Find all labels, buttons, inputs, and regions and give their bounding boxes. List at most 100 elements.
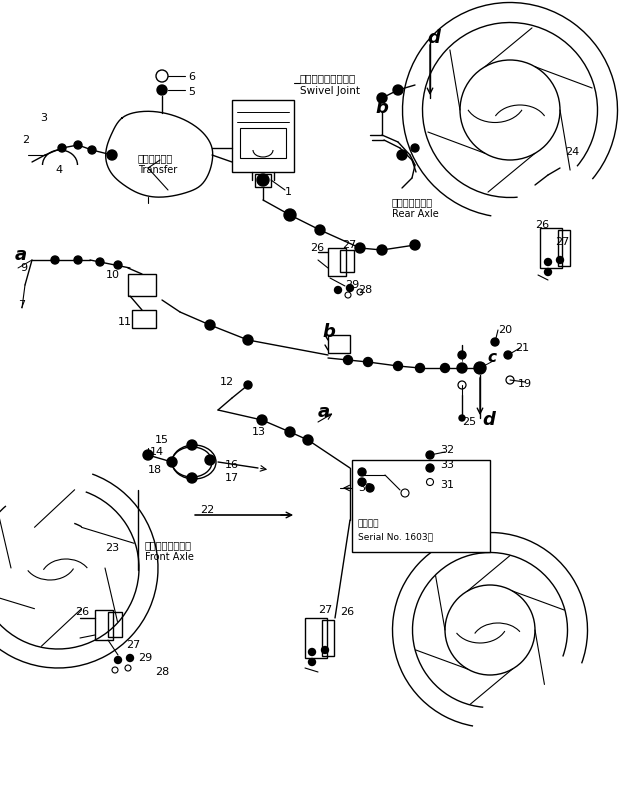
Bar [95, 610, 113, 640]
Bar [352, 460, 490, 552]
Text: 23: 23 [105, 543, 119, 553]
Text: 9: 9 [20, 263, 27, 273]
Text: b: b [322, 323, 335, 341]
Text: 適用番号: 適用番号 [358, 519, 379, 528]
Text: 1: 1 [285, 187, 292, 197]
Circle shape [426, 451, 434, 459]
Circle shape [303, 435, 313, 445]
Circle shape [397, 150, 407, 160]
Text: 31: 31 [440, 480, 454, 490]
Circle shape [187, 440, 197, 450]
Circle shape [88, 146, 96, 154]
Circle shape [410, 240, 420, 250]
Circle shape [544, 259, 551, 265]
Circle shape [244, 381, 252, 389]
Text: 7: 7 [18, 300, 25, 310]
Text: 27: 27 [342, 240, 356, 250]
Bar [322, 620, 334, 656]
Bar [328, 335, 350, 353]
Text: 8: 8 [285, 213, 292, 223]
Circle shape [257, 174, 269, 186]
Text: 24: 24 [565, 147, 579, 157]
Circle shape [187, 473, 197, 483]
Text: Serial No. 1603～: Serial No. 1603～ [358, 532, 433, 542]
Circle shape [377, 93, 387, 103]
Circle shape [74, 141, 82, 149]
Text: 12: 12 [220, 377, 234, 387]
Circle shape [205, 455, 215, 465]
Bar [128, 274, 156, 296]
Text: Rear Axle: Rear Axle [392, 209, 439, 219]
Circle shape [416, 364, 424, 372]
Text: トランスファ: トランスファ [138, 153, 173, 163]
Text: 26: 26 [340, 607, 354, 617]
Text: 27: 27 [555, 237, 569, 247]
Circle shape [321, 646, 329, 654]
Circle shape [366, 484, 374, 492]
Text: 13: 13 [252, 427, 266, 437]
Circle shape [167, 457, 177, 467]
Circle shape [459, 415, 465, 421]
Circle shape [143, 450, 153, 460]
Text: 15: 15 [155, 435, 169, 445]
Circle shape [309, 658, 316, 666]
Text: 28: 28 [155, 667, 169, 677]
Text: 18: 18 [148, 465, 162, 475]
Text: 2: 2 [22, 135, 29, 145]
Text: Transfer: Transfer [138, 165, 178, 175]
Circle shape [205, 320, 215, 330]
Text: 4: 4 [55, 165, 62, 175]
Circle shape [284, 209, 296, 221]
Circle shape [114, 657, 121, 663]
Circle shape [344, 356, 352, 364]
Text: 30: 30 [358, 483, 372, 493]
Text: 29: 29 [138, 653, 152, 663]
Circle shape [259, 176, 267, 184]
Text: 20: 20 [498, 325, 512, 335]
Circle shape [58, 144, 66, 152]
Bar [328, 248, 346, 276]
Text: a: a [15, 246, 27, 264]
Text: 28: 28 [358, 285, 372, 295]
Circle shape [394, 361, 402, 371]
Text: 29: 29 [345, 280, 359, 290]
Bar [108, 612, 122, 637]
Circle shape [114, 261, 122, 269]
Circle shape [358, 478, 366, 486]
Circle shape [411, 144, 419, 152]
Text: 26: 26 [310, 243, 324, 253]
Circle shape [364, 357, 372, 367]
Text: 17: 17 [225, 473, 239, 483]
Text: 19: 19 [518, 379, 532, 389]
Bar [540, 228, 562, 268]
Circle shape [377, 245, 387, 255]
Text: 11: 11 [118, 317, 132, 327]
Circle shape [346, 284, 354, 292]
Circle shape [441, 364, 449, 372]
Text: c: c [487, 351, 496, 365]
Circle shape [309, 649, 316, 655]
Circle shape [243, 335, 253, 345]
Circle shape [157, 85, 167, 95]
Circle shape [358, 468, 366, 476]
Circle shape [355, 243, 365, 253]
Circle shape [107, 150, 117, 160]
Circle shape [285, 427, 295, 437]
Circle shape [74, 256, 82, 264]
Text: 16: 16 [225, 460, 239, 470]
Circle shape [96, 258, 104, 266]
Text: 6: 6 [188, 72, 195, 82]
Text: d: d [482, 411, 495, 429]
Bar [340, 250, 354, 272]
Text: 10: 10 [106, 270, 120, 280]
Text: b: b [375, 99, 388, 117]
Circle shape [474, 362, 486, 374]
Bar [305, 618, 327, 658]
Text: 3: 3 [40, 113, 47, 123]
Circle shape [544, 268, 551, 276]
Circle shape [457, 363, 467, 373]
Circle shape [458, 351, 466, 359]
Text: 21: 21 [515, 343, 529, 353]
Text: 27: 27 [126, 640, 140, 650]
Text: 5: 5 [188, 87, 195, 97]
